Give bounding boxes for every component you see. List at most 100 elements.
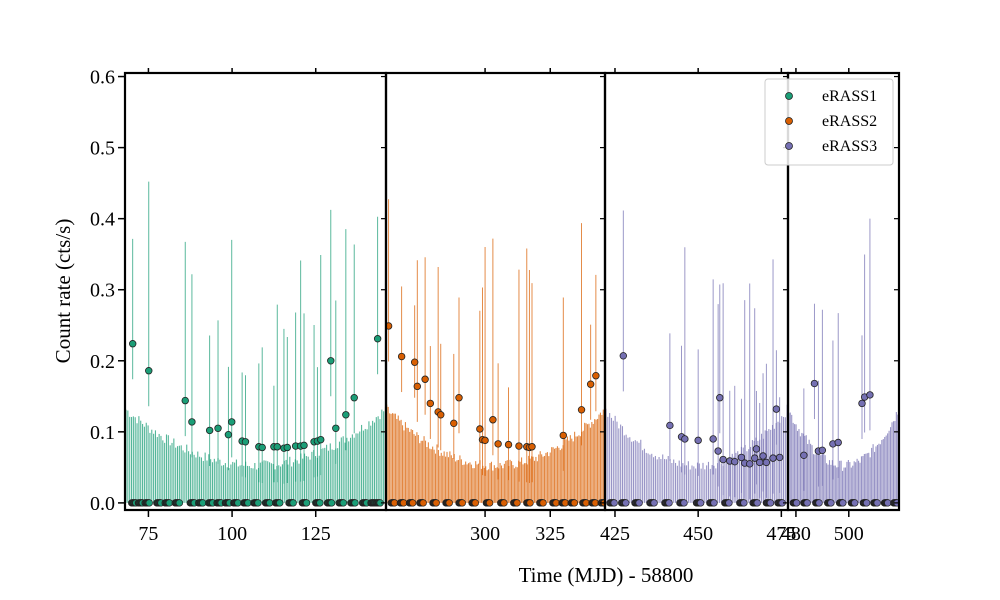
data-point xyxy=(489,416,497,424)
upper-limit-bars xyxy=(125,406,386,503)
panel-frame xyxy=(603,71,790,512)
upper-limit-point xyxy=(302,499,311,507)
upper-limit-point xyxy=(827,499,835,507)
upper-limit-point xyxy=(458,499,466,507)
x-tick-label: 475 xyxy=(766,523,796,545)
upper-limit-point xyxy=(486,499,494,507)
data-point xyxy=(258,443,266,452)
data-point xyxy=(800,451,808,459)
upper-limit-point xyxy=(445,499,453,507)
data-point xyxy=(386,322,393,330)
data-point xyxy=(577,406,586,414)
data-point xyxy=(619,352,627,360)
data-point xyxy=(810,379,819,388)
x-axis-title: Time (MJD) - 58800 xyxy=(519,563,694,587)
data-point xyxy=(410,358,419,366)
x-tick-label: 500 xyxy=(834,523,864,545)
upper-limit-point xyxy=(753,499,761,507)
panel-4: 480 500 xyxy=(781,68,901,545)
data-point xyxy=(421,375,429,383)
y-axis: 0.0 0.1 0.2 0.3 0.4 0.5 0.6 xyxy=(90,67,125,515)
data-point xyxy=(504,440,513,449)
point-error-bars xyxy=(803,218,871,491)
data-point xyxy=(769,454,777,462)
panel-2: 300 325 xyxy=(384,68,607,545)
data-point xyxy=(858,399,866,408)
data-point xyxy=(818,446,827,455)
data-point xyxy=(224,430,233,439)
x-tick-label: 325 xyxy=(535,523,565,545)
data-point xyxy=(145,367,153,375)
upper-limit-point xyxy=(409,499,417,507)
data-point xyxy=(273,443,281,451)
legend-label: eRASS3 xyxy=(822,138,877,155)
data-point xyxy=(694,436,702,445)
panel-content xyxy=(605,210,788,507)
data-point xyxy=(188,418,196,426)
data-point xyxy=(731,457,739,466)
data-point xyxy=(413,382,421,391)
panel-content xyxy=(386,199,605,507)
data-point xyxy=(586,380,595,388)
y-tick-label: 0.1 xyxy=(90,422,115,444)
upper-limit-point xyxy=(316,499,324,507)
panel-content xyxy=(788,218,899,507)
data-point xyxy=(719,455,727,464)
upper-limit-point xyxy=(725,499,733,507)
data-point xyxy=(205,426,214,435)
upper-limit-point xyxy=(665,499,673,507)
data-point xyxy=(455,394,463,402)
data-point xyxy=(746,460,754,468)
y-tick-label: 0.4 xyxy=(90,209,115,231)
data-point xyxy=(300,441,308,450)
y-tick-label: 0.5 xyxy=(90,138,115,160)
upper-limit-point xyxy=(610,499,618,507)
data-point xyxy=(716,394,724,402)
data-point xyxy=(332,424,340,432)
upper-limit-point xyxy=(792,499,801,507)
data-point xyxy=(397,352,406,361)
data-point xyxy=(775,453,784,462)
data-point xyxy=(283,443,291,452)
legend-box xyxy=(764,78,894,166)
y-tick-label: 0.6 xyxy=(90,67,115,89)
upper-limit-point xyxy=(570,499,579,507)
upper-limit-bars xyxy=(788,412,899,503)
upper-limit-point xyxy=(839,499,847,507)
data-point xyxy=(515,442,523,450)
data-point xyxy=(476,425,484,433)
upper-limit-point xyxy=(328,499,336,507)
upper-limit-point xyxy=(289,499,297,507)
data-point xyxy=(241,438,250,446)
y-tick-label: 0.0 xyxy=(90,493,115,515)
data-point xyxy=(759,452,767,460)
data-point xyxy=(214,424,222,432)
upper-limit-point xyxy=(276,499,284,507)
data-point xyxy=(834,438,842,447)
data-point xyxy=(666,421,674,430)
data-point xyxy=(426,399,435,408)
x-tick-label: 75 xyxy=(138,523,158,545)
data-point xyxy=(714,447,722,455)
data-point xyxy=(559,431,567,440)
legend-marker xyxy=(785,92,793,100)
upper-limit-point xyxy=(766,499,775,507)
panel-content xyxy=(125,181,386,507)
data-point xyxy=(481,436,489,445)
upper-limit-point xyxy=(539,499,547,507)
x-tick-label: 425 xyxy=(600,523,630,545)
x-tick-label: 450 xyxy=(683,523,713,545)
upper-limit-bars xyxy=(386,404,605,503)
data-point xyxy=(737,453,746,462)
legend-label: eRASS2 xyxy=(822,113,877,130)
data-point xyxy=(317,435,325,444)
x-tick-label: 125 xyxy=(301,523,331,545)
upper-limit-point xyxy=(851,499,859,507)
data-point xyxy=(327,357,335,365)
upper-limit-point xyxy=(815,499,823,507)
data-point xyxy=(437,411,445,419)
upper-limit-point xyxy=(526,499,534,507)
data-point xyxy=(709,435,717,443)
upper-limit-point xyxy=(803,499,811,507)
